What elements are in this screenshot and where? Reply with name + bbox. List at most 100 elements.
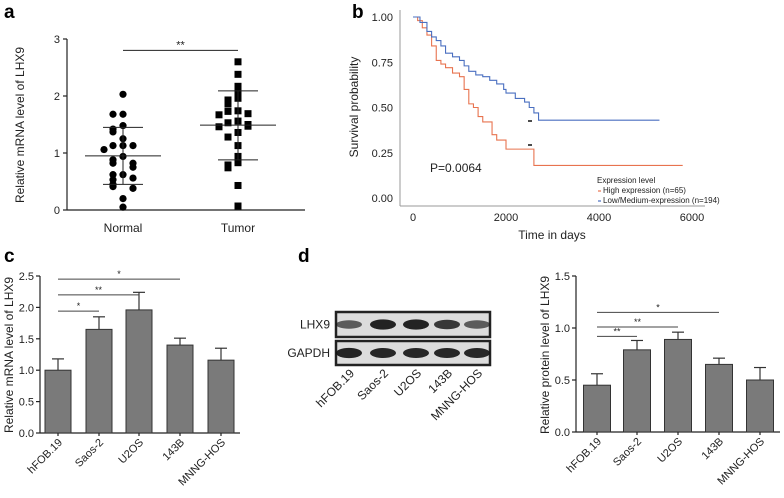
y-tick-label: 0.0 (555, 427, 570, 439)
y-tick-label: 2.0 (19, 302, 34, 314)
data-point (109, 110, 117, 118)
y-tick-label: 0.00 (372, 193, 393, 205)
x-tick-label: 143B (699, 436, 726, 463)
blot-band (403, 319, 429, 330)
bar (746, 379, 774, 433)
data-point (215, 111, 223, 119)
blot-band (403, 347, 429, 359)
y-tick-label: 0.0 (19, 428, 34, 440)
data-point (234, 82, 242, 90)
x-tick-label: 2000 (494, 212, 518, 224)
x-tick-label: U2OS (116, 437, 146, 467)
blot-row-label: GAPDH (287, 346, 330, 360)
data-point (244, 110, 252, 118)
data-point (224, 164, 232, 172)
panel-label-b: b (352, 2, 364, 23)
x-tick-label: 6000 (680, 212, 704, 224)
y-tick-label: 0.5 (555, 375, 570, 387)
data-point (109, 128, 117, 136)
x-tick-label: 0 (410, 212, 416, 224)
x-tick-label: 4000 (587, 212, 611, 224)
significance-label: * (117, 269, 121, 279)
x-tick-label: Saos-2 (73, 437, 106, 470)
x-tick-label: Tumor (221, 221, 255, 235)
bar (85, 328, 113, 434)
x-axis-label: Time in days (518, 228, 586, 242)
data-point (234, 181, 242, 189)
panel-label-a: a (4, 2, 15, 23)
x-tick-label: Saos-2 (611, 436, 644, 469)
blot-lane-label: U2OS (391, 366, 424, 399)
y-axis-label: Survival probability (347, 57, 361, 158)
data-point (224, 119, 232, 127)
data-point (129, 141, 137, 150)
scatter-chart-a: Relative mRNA level of LHX9 0 1 2 3 Normal Tum… (13, 34, 305, 235)
y-axis-label: Relative protein level of LHX9 (538, 276, 552, 434)
data-point (119, 90, 127, 98)
significance-label: ** (634, 317, 642, 327)
bar (705, 363, 733, 433)
bar (664, 338, 692, 433)
y-tick-label: 1.5 (19, 334, 34, 346)
bar (166, 344, 194, 434)
x-tick-label: 143B (160, 437, 187, 464)
y-tick-label: 3 (54, 34, 60, 46)
data-point (234, 159, 242, 167)
y-tick-label: 0 (54, 205, 60, 217)
data-point (224, 96, 232, 104)
y-tick-label: 1 (54, 148, 60, 160)
bar (44, 369, 72, 434)
x-tick-label: hFOB.19 (26, 437, 66, 477)
y-tick-label: 0.50 (372, 103, 393, 115)
y-tick-label: 1.0 (19, 365, 34, 377)
bar (125, 309, 153, 434)
y-tick-label: 1.00 (372, 12, 393, 24)
blot-row-label: LHX9 (300, 318, 330, 332)
blot-lane-label: hFOB.19 (313, 366, 357, 410)
blot-band (370, 347, 396, 359)
data-point (109, 171, 117, 179)
significance-label: ** (95, 285, 103, 295)
data-point (234, 202, 242, 210)
y-axis-label: Relative mRNA level of LHX9 (2, 277, 16, 433)
data-point (224, 107, 232, 115)
y-tick-label: 2 (54, 91, 60, 103)
data-point (224, 133, 232, 141)
data-point (244, 122, 252, 130)
bar (207, 359, 235, 434)
x-tick-label: U2OS (655, 436, 685, 466)
blot-band (336, 320, 362, 329)
data-point (224, 100, 232, 108)
data-point (129, 174, 137, 182)
y-tick-label: 0.75 (372, 57, 393, 69)
blot-band (370, 319, 396, 330)
x-tick-label: Normal (104, 221, 143, 235)
x-tick-label: hFOB.19 (565, 436, 605, 476)
data-point (119, 203, 127, 211)
legend-title: Expression level (597, 176, 655, 185)
p-value-annotation: P=0.0064 (430, 161, 482, 175)
data-point (100, 145, 108, 154)
panel-label-d: d (298, 246, 310, 267)
significance-label: * (77, 301, 81, 311)
data-point (234, 70, 242, 78)
y-axis-label: Relative mRNA level of LHX9 (13, 47, 27, 203)
y-tick-label: 0.5 (19, 397, 34, 409)
panel-label-c: c (4, 246, 15, 267)
survival-curve-low (413, 16, 660, 121)
survival-curve-high (413, 16, 683, 166)
legend-item: Low/Medium-expression (n=194) (603, 196, 720, 205)
significance-label: ** (613, 326, 621, 336)
bar-chart-d: Relative protein level of LHX9 0.0 0.5 1.0 1… (538, 271, 780, 487)
data-point (119, 110, 127, 118)
y-tick-label: 1.0 (555, 323, 570, 335)
blot-lane-label: Saos-2 (354, 366, 391, 403)
bar (583, 384, 611, 433)
data-point (119, 195, 127, 203)
data-point (109, 141, 117, 150)
legend-item: High expression (n=65) (603, 186, 686, 195)
bar (623, 349, 651, 433)
data-point (215, 123, 223, 131)
